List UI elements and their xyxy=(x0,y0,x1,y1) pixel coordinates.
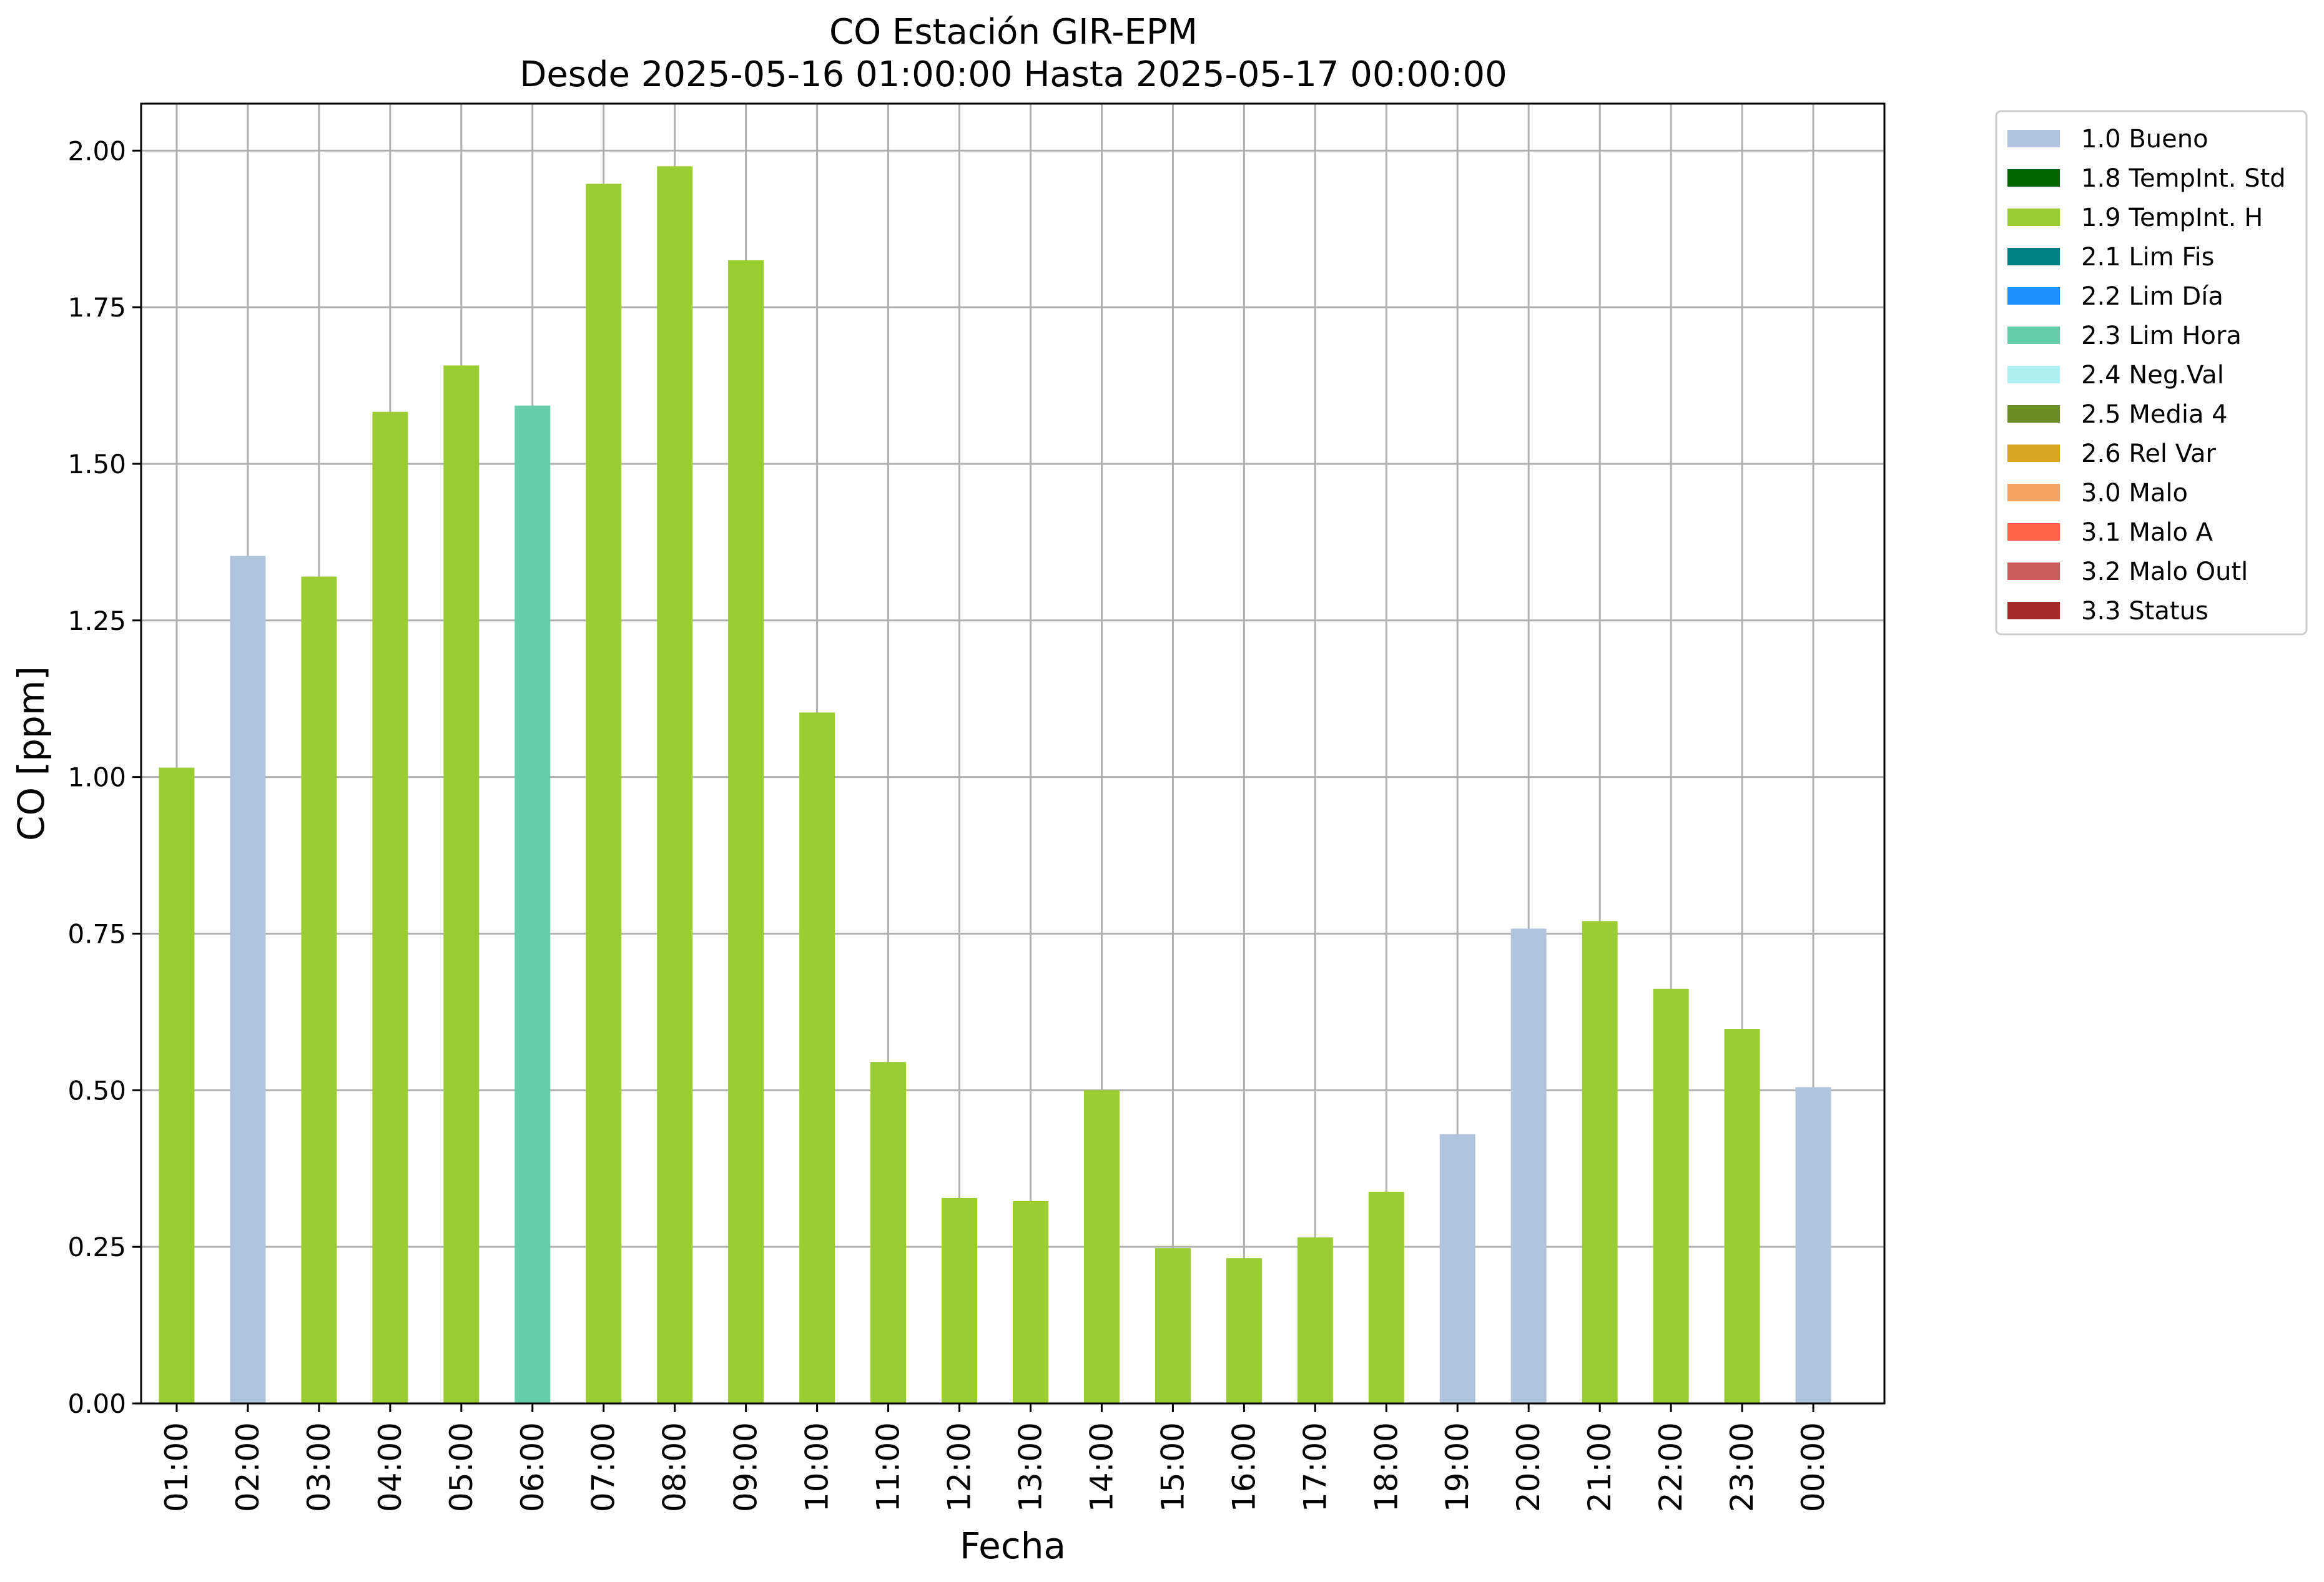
y-tick-label: 0.00 xyxy=(67,1388,126,1419)
legend-label: 3.1 Malo A xyxy=(2081,518,2213,547)
x-tick-label: 22:00 xyxy=(1653,1422,1689,1512)
legend-label: 2.5 Media 4 xyxy=(2081,400,2228,429)
legend-label: 2.6 Rel Var xyxy=(2081,440,2217,468)
legend-swatch xyxy=(2007,563,2060,580)
y-tick-label: 1.25 xyxy=(67,606,126,636)
x-tick-label: 07:00 xyxy=(586,1422,622,1512)
x-tick-label: 09:00 xyxy=(728,1422,764,1512)
legend-swatch xyxy=(2007,209,2060,226)
bar-0600 xyxy=(515,405,551,1404)
x-tick-label: 03:00 xyxy=(301,1422,337,1512)
bar-0500 xyxy=(443,365,480,1403)
x-axis-label: Fecha xyxy=(960,1525,1066,1567)
legend-swatch xyxy=(2007,248,2060,265)
bar-0900 xyxy=(728,260,764,1403)
x-tick-label: 10:00 xyxy=(799,1422,835,1512)
legend-swatch xyxy=(2007,130,2060,147)
bar-1900 xyxy=(1439,1134,1475,1403)
x-tick-label: 13:00 xyxy=(1012,1422,1048,1512)
x-tick-label: 21:00 xyxy=(1582,1422,1618,1512)
legend-swatch xyxy=(2007,445,2060,462)
x-tick-label: 06:00 xyxy=(515,1422,551,1512)
x-tick-label: 02:00 xyxy=(230,1422,266,1512)
y-tick-label: 0.25 xyxy=(67,1232,126,1262)
bars xyxy=(159,166,1831,1404)
legend-label: 2.1 Lim Fis xyxy=(2081,243,2214,272)
x-tick-label: 14:00 xyxy=(1083,1422,1120,1512)
bar-2100 xyxy=(1582,921,1618,1403)
bar-0300 xyxy=(301,576,337,1403)
legend-swatch xyxy=(2007,602,2060,619)
x-tick-label: 15:00 xyxy=(1155,1422,1191,1512)
legend: 1.0 Bueno 1.8 TempInt. Std 1.9 TempInt. H 2… xyxy=(1995,110,2308,636)
x-tick-label: 23:00 xyxy=(1724,1422,1760,1512)
legend-swatch xyxy=(2007,169,2060,187)
x-tick-label: 18:00 xyxy=(1368,1422,1404,1512)
bar-0000 xyxy=(1795,1087,1831,1403)
plot-frame xyxy=(140,102,1886,1405)
chart-title-line1: CO Estación GIR-EPM xyxy=(829,12,1198,52)
legend-label: 1.0 Bueno xyxy=(2081,125,2208,154)
bar-1500 xyxy=(1155,1248,1191,1403)
x-tick-label: 16:00 xyxy=(1226,1422,1262,1512)
legend-label: 1.8 TempInt. Std xyxy=(2081,164,2286,193)
legend-swatch xyxy=(2007,287,2060,305)
legend-label: 1.9 TempInt. H xyxy=(2081,204,2263,232)
bar-1600 xyxy=(1226,1258,1262,1403)
y-tick-label: 0.50 xyxy=(67,1075,126,1106)
bar-2000 xyxy=(1510,928,1547,1403)
y-axis-label: CO [ppm] xyxy=(10,666,52,841)
y-tick-label: 1.50 xyxy=(67,449,126,479)
bar-0400 xyxy=(372,411,408,1404)
legend-swatch xyxy=(2007,523,2060,541)
y-tick-label: 0.75 xyxy=(67,918,126,949)
bar-1400 xyxy=(1083,1090,1120,1403)
legend-items: 1.0 Bueno 1.8 TempInt. Std 1.9 TempInt. H 2… xyxy=(2007,125,2286,626)
y-tick-label: 1.00 xyxy=(67,762,126,793)
legend-label: 2.3 Lim Hora xyxy=(2081,322,2242,350)
x-tick-label: 19:00 xyxy=(1439,1422,1475,1512)
bar-0200 xyxy=(230,556,266,1403)
x-tick-label: 17:00 xyxy=(1297,1422,1333,1512)
y-tick-label: 1.75 xyxy=(67,292,126,323)
x-tick-label: 05:00 xyxy=(443,1422,480,1512)
bar-2300 xyxy=(1724,1028,1760,1403)
bar-1200 xyxy=(942,1197,978,1403)
legend-label: 3.3 Status xyxy=(2081,597,2208,626)
y-axis-ticks: 0.00 0.25 0.50 0.75 1.00 1.25 1.50 1.75 2.00 xyxy=(67,135,141,1419)
bar-1100 xyxy=(870,1062,907,1403)
x-tick-label: 00:00 xyxy=(1795,1422,1831,1512)
bar-1800 xyxy=(1368,1191,1404,1403)
x-tick-label: 20:00 xyxy=(1510,1422,1547,1512)
legend-label: 2.4 Neg.Val xyxy=(2081,361,2224,390)
legend-swatch xyxy=(2007,366,2060,383)
x-tick-label: 04:00 xyxy=(372,1422,408,1512)
bar-1300 xyxy=(1013,1201,1048,1403)
x-axis-ticks: 01:00 02:00 03:00 04:00 05:00 06:00 07:00 08:00… xyxy=(159,1403,1831,1512)
bar-0100 xyxy=(159,767,195,1403)
bar-0800 xyxy=(657,166,693,1403)
bar-1000 xyxy=(799,712,835,1403)
legend-label: 3.0 Malo xyxy=(2081,479,2188,508)
x-tick-label: 11:00 xyxy=(870,1422,907,1512)
x-tick-label: 12:00 xyxy=(942,1422,978,1512)
legend-label: 3.2 Malo Outl xyxy=(2081,558,2248,586)
x-tick-label: 08:00 xyxy=(657,1422,693,1512)
x-tick-label: 01:00 xyxy=(159,1422,195,1512)
legend-swatch xyxy=(2007,484,2060,501)
y-tick-label: 2.00 xyxy=(67,135,126,166)
bar-0700 xyxy=(586,184,622,1404)
bar-2200 xyxy=(1653,988,1689,1403)
legend-frame xyxy=(1995,110,2308,636)
chart-title-line2: Desde 2025-05-16 01:00:00 Hasta 2025-05-… xyxy=(519,54,1507,95)
legend-swatch xyxy=(2007,405,2060,423)
legend-swatch xyxy=(2007,327,2060,344)
legend-label: 2.2 Lim Día xyxy=(2081,282,2223,311)
bar-1700 xyxy=(1297,1237,1333,1403)
